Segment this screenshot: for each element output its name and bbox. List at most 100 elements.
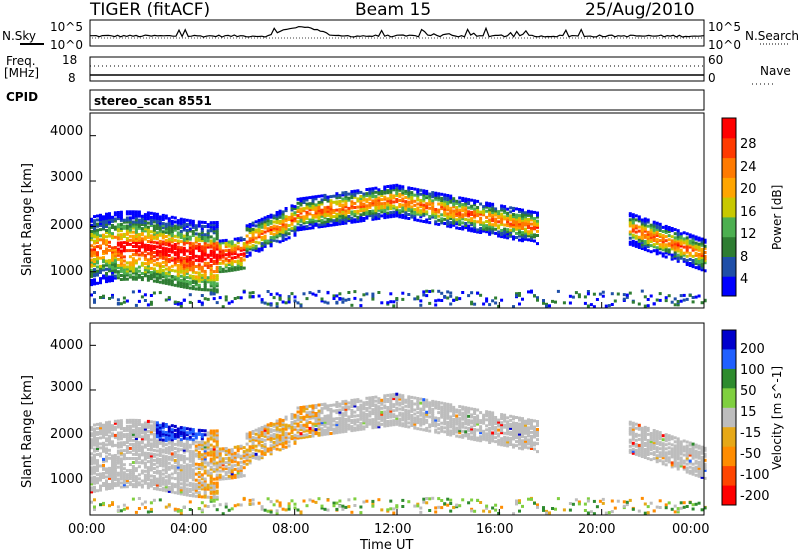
velocity-cell <box>99 486 102 490</box>
power-cell <box>185 224 189 228</box>
power-cell <box>434 197 438 201</box>
velocity-cell <box>314 422 318 425</box>
velocity-cell <box>308 426 312 430</box>
velocity-cell <box>164 439 168 443</box>
velocity-cell <box>278 420 282 424</box>
power-cell <box>137 239 141 243</box>
power-cell <box>230 250 234 254</box>
power-cell <box>377 192 381 196</box>
power-cell <box>221 251 225 255</box>
velocity-cell <box>113 468 117 471</box>
velocity-cell <box>341 418 345 422</box>
power-cell <box>658 226 662 230</box>
power-cell <box>643 219 647 223</box>
power-cell <box>506 234 510 238</box>
power-cell <box>102 239 105 243</box>
power-cell <box>467 206 471 210</box>
velocity-cell <box>275 425 279 429</box>
velocity-cell <box>131 475 135 478</box>
power-cell <box>443 201 447 205</box>
power-cell <box>338 200 342 203</box>
power-cell <box>670 229 674 233</box>
velocity-cell <box>254 436 258 440</box>
power-cell <box>356 197 360 201</box>
velocity-cell <box>176 443 180 447</box>
power-cell <box>542 301 545 305</box>
power-cell <box>113 250 117 254</box>
power-cell <box>350 220 354 224</box>
power-cell <box>350 204 354 208</box>
power-cell <box>281 210 285 214</box>
velocity-cell <box>377 405 381 409</box>
velocity-cell <box>302 435 306 439</box>
velocity-cell <box>167 435 171 439</box>
velocity-cell <box>401 414 405 418</box>
power-cell <box>320 208 324 212</box>
velocity-cell <box>185 475 189 479</box>
power-cell <box>323 210 327 214</box>
power-cbar-tick: 20 <box>740 182 757 197</box>
power-cell <box>105 251 108 255</box>
velocity-cell <box>111 434 114 438</box>
velocity-cell <box>233 445 237 449</box>
power-cell <box>655 238 659 242</box>
power-cell <box>646 236 650 240</box>
power-cell <box>140 237 144 241</box>
power-cell <box>185 269 189 273</box>
power-cell <box>185 286 189 290</box>
velocity-cell <box>380 416 384 420</box>
power-cell <box>296 197 300 201</box>
power-cell <box>542 299 545 302</box>
power-cell <box>102 221 105 225</box>
power-cell <box>191 250 195 254</box>
power-cell <box>99 296 102 299</box>
velocity-cell <box>392 397 396 401</box>
velocity-cell <box>176 487 180 491</box>
velocity-cell <box>395 422 399 426</box>
power-cell <box>102 217 105 221</box>
power-cell <box>90 279 93 282</box>
power-cell <box>179 264 183 268</box>
velocity-cell <box>212 429 216 433</box>
velocity-cell <box>212 487 216 491</box>
power-cell <box>272 214 276 218</box>
velocity-cell <box>212 504 216 508</box>
power-cell <box>365 216 369 220</box>
power-cell <box>494 217 498 221</box>
velocity-cell <box>392 421 396 425</box>
power-cell <box>293 295 297 299</box>
velocity-cell <box>161 438 165 442</box>
power-cell <box>90 293 93 297</box>
power-cell <box>176 249 180 253</box>
velocity-cell <box>209 449 213 453</box>
velocity-cell <box>188 455 192 459</box>
power-cell <box>128 263 132 267</box>
power-cell <box>691 248 695 252</box>
power-cell <box>670 227 674 230</box>
power-cell <box>269 236 273 240</box>
power-cell <box>341 217 345 221</box>
velocity-cell <box>90 458 93 462</box>
power-cell <box>500 222 504 226</box>
power-cell <box>111 219 114 223</box>
x-axis-label: Time UT <box>360 538 414 553</box>
power-cell <box>302 227 306 231</box>
velocity-cell <box>140 451 144 455</box>
velocity-cell <box>140 483 144 487</box>
power-cell <box>437 289 441 293</box>
power-cell <box>197 224 201 228</box>
velocity-cell <box>215 508 219 512</box>
velocity-cell <box>200 439 204 443</box>
power-cell <box>377 202 381 206</box>
power-cell <box>164 279 168 283</box>
power-cell <box>111 293 114 297</box>
power-cell <box>96 273 99 277</box>
power-cell <box>416 196 420 200</box>
velocity-cell <box>260 507 264 511</box>
power-cell <box>416 212 420 216</box>
power-cell <box>679 299 683 303</box>
power-cell <box>128 210 132 214</box>
power-cell <box>347 291 351 294</box>
power-cell <box>473 302 477 306</box>
power-cell <box>389 200 393 204</box>
